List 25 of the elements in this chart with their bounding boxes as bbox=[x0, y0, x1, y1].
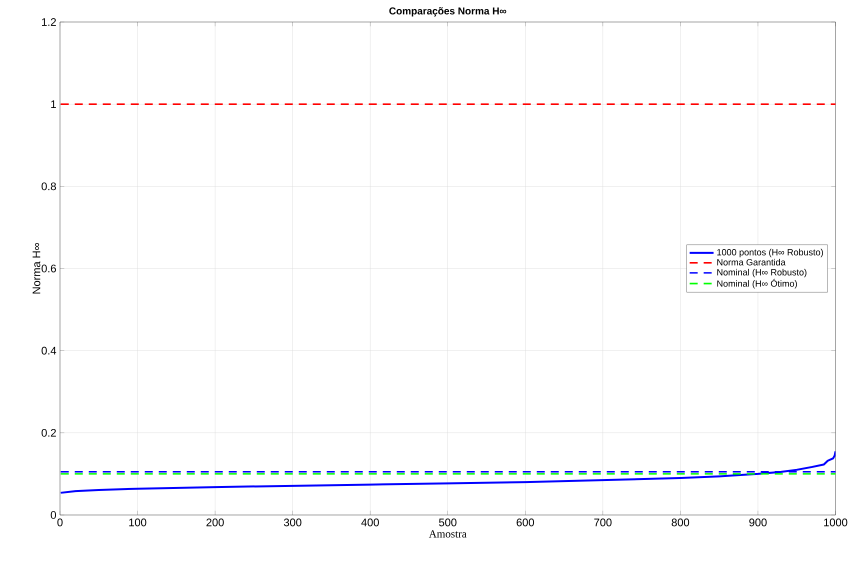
x-tick-label: 700 bbox=[594, 518, 612, 526]
legend-label: 1000 pontos (H∞ Robusto) bbox=[717, 248, 823, 258]
x-tick-label: 900 bbox=[749, 518, 767, 526]
legend-label: Norma Garantida bbox=[717, 258, 786, 266]
x-tick-label: 200 bbox=[206, 518, 224, 526]
y-tick-label: 0 bbox=[50, 511, 56, 519]
x-tick-label: 300 bbox=[284, 518, 302, 526]
x-tick-label: 0 bbox=[57, 518, 63, 526]
x-axis-title: Amostra bbox=[428, 530, 467, 538]
y-tick-label: 1 bbox=[51, 100, 56, 108]
x-tick-label: 400 bbox=[361, 518, 379, 526]
legend-label: Nominal (H∞ Robusto) bbox=[717, 268, 806, 278]
y-tick-label: 0.4 bbox=[42, 346, 56, 355]
y-axis-title: Norma H∞ bbox=[32, 243, 40, 294]
x-tick-label: 500 bbox=[439, 518, 456, 526]
x-tick-label: 600 bbox=[516, 518, 534, 526]
x-tick-label: 1000 bbox=[824, 518, 848, 526]
x-tick-label: 100 bbox=[129, 518, 146, 526]
x-tick-label: 800 bbox=[672, 518, 690, 526]
legend-label: Nominal (H∞ Ótimo) bbox=[717, 278, 797, 289]
y-tick-label: 0.8 bbox=[42, 182, 56, 190]
y-tick-label: 1.2 bbox=[42, 18, 56, 26]
chart-title: Comparações Norma H∞ bbox=[389, 7, 506, 16]
y-tick-label: 0.6 bbox=[42, 264, 56, 272]
y-tick-label: 0.2 bbox=[42, 428, 56, 437]
